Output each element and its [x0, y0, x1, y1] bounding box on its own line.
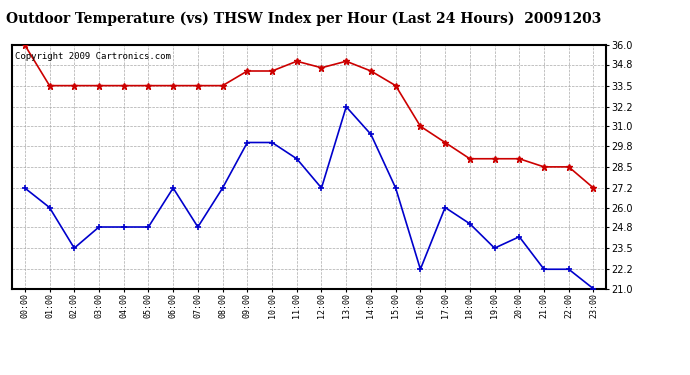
- Text: Outdoor Temperature (vs) THSW Index per Hour (Last 24 Hours)  20091203: Outdoor Temperature (vs) THSW Index per …: [6, 11, 601, 26]
- Text: Copyright 2009 Cartronics.com: Copyright 2009 Cartronics.com: [15, 53, 171, 61]
